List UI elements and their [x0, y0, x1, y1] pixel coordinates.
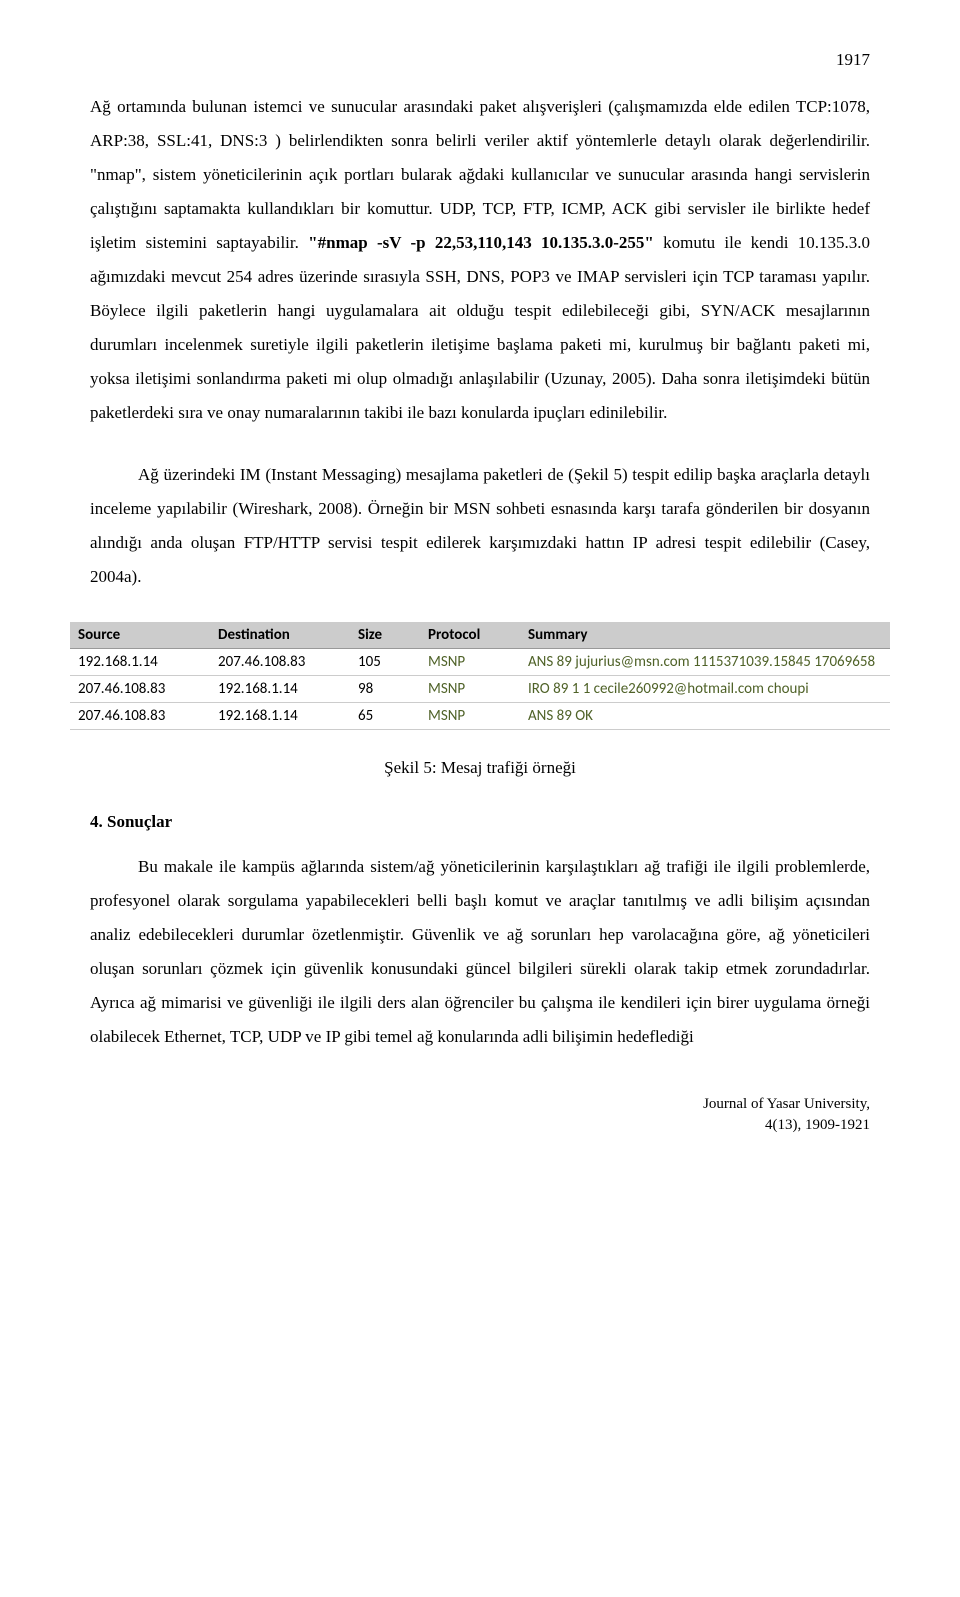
- footer-journal: Journal of Yasar University,: [90, 1094, 870, 1115]
- cell-size: 105: [350, 649, 420, 676]
- col-protocol: Protocol: [420, 622, 520, 649]
- figure-caption: Şekil 5: Mesaj trafiği örneği: [90, 758, 870, 778]
- cell-summary: ANS 89 OK: [520, 703, 890, 730]
- document-page: 1917 Ağ ortamında bulunan istemci ve sun…: [0, 0, 960, 1176]
- paragraph-3: Bu makale ile kampüs ağlarında sistem/ağ…: [90, 850, 870, 1054]
- col-size: Size: [350, 622, 420, 649]
- traffic-table-wrap: Source Destination Size Protocol Summary…: [70, 622, 890, 730]
- cell-summary: IRO 89 1 1 cecile260992@hotmail.com chou…: [520, 676, 890, 703]
- table-row: 207.46.108.83 192.168.1.14 98 MSNP IRO 8…: [70, 676, 890, 703]
- cell-protocol: MSNP: [420, 703, 520, 730]
- footer-volume: 4(13), 1909-1921: [90, 1115, 870, 1136]
- table-row: 207.46.108.83 192.168.1.14 65 MSNP ANS 8…: [70, 703, 890, 730]
- traffic-table: Source Destination Size Protocol Summary…: [70, 622, 890, 730]
- col-source: Source: [70, 622, 210, 649]
- cell-size: 98: [350, 676, 420, 703]
- cell-size: 65: [350, 703, 420, 730]
- col-summary: Summary: [520, 622, 890, 649]
- table-header-row: Source Destination Size Protocol Summary: [70, 622, 890, 649]
- cell-source: 207.46.108.83: [70, 676, 210, 703]
- cell-source: 192.168.1.14: [70, 649, 210, 676]
- table-row: 192.168.1.14 207.46.108.83 105 MSNP ANS …: [70, 649, 890, 676]
- cell-dest: 207.46.108.83: [210, 649, 350, 676]
- page-number: 1917: [90, 50, 870, 70]
- page-footer: Journal of Yasar University, 4(13), 1909…: [90, 1094, 870, 1136]
- cell-summary: ANS 89 jujurius@msn.com 1115371039.15845…: [520, 649, 890, 676]
- col-destination: Destination: [210, 622, 350, 649]
- paragraph-1b-text: komutu ile kendi 10.135.3.0 ağımızdaki m…: [90, 233, 870, 422]
- cell-dest: 192.168.1.14: [210, 676, 350, 703]
- paragraph-1a-text: Ağ ortamında bulunan istemci ve sunucula…: [90, 97, 870, 252]
- cell-dest: 192.168.1.14: [210, 703, 350, 730]
- cell-source: 207.46.108.83: [70, 703, 210, 730]
- section-heading-4: 4. Sonuçlar: [90, 812, 870, 832]
- paragraph-1: Ağ ortamında bulunan istemci ve sunucula…: [90, 90, 870, 430]
- cell-protocol: MSNP: [420, 649, 520, 676]
- nmap-command-bold: "#nmap -sV -p 22,53,110,143 10.135.3.0-2…: [308, 233, 654, 252]
- paragraph-2: Ağ üzerindeki IM (Instant Messaging) mes…: [90, 458, 870, 594]
- cell-protocol: MSNP: [420, 676, 520, 703]
